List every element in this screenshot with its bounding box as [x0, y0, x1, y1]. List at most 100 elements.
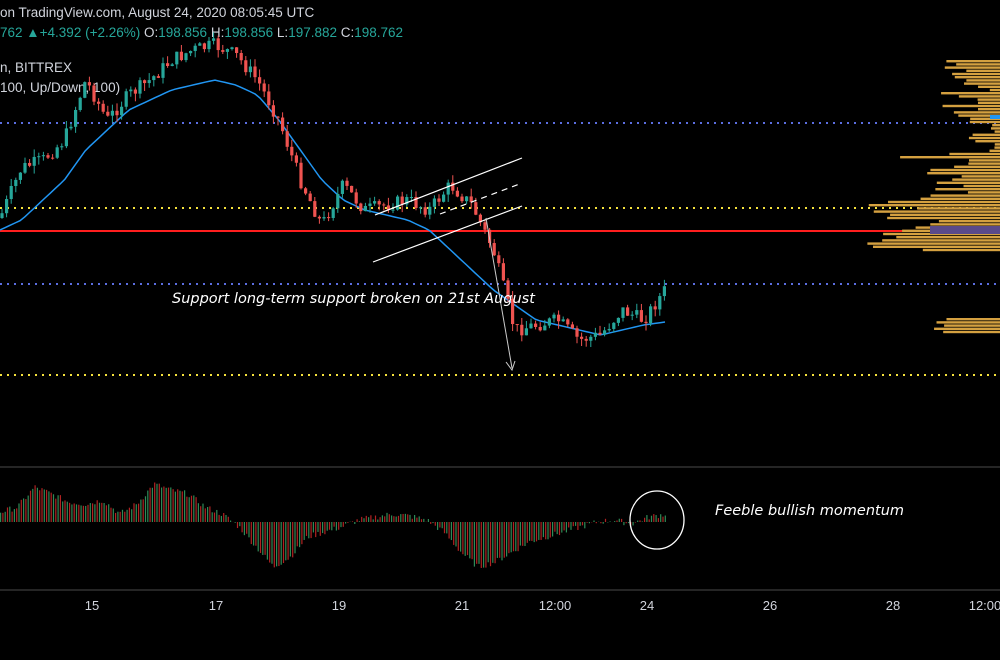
- candle-body: [635, 310, 639, 315]
- candle-body: [248, 66, 252, 73]
- candle-body: [561, 319, 565, 322]
- candle-body: [18, 172, 22, 180]
- candle-body: [478, 214, 482, 223]
- oscillator-bar: [25, 499, 27, 522]
- candle-body: [557, 314, 561, 322]
- volume-profile-bar: [989, 149, 1000, 152]
- volume-profile-bar: [966, 79, 1000, 82]
- volume-profile-bar: [968, 162, 1000, 165]
- candle-body: [345, 180, 349, 186]
- oscillator-bar: [595, 522, 597, 524]
- candle-body: [87, 82, 91, 86]
- candle-body: [465, 196, 469, 202]
- oscillator-bar: [411, 518, 413, 522]
- candle-body: [9, 185, 13, 200]
- candle-body: [336, 193, 340, 209]
- oscillator-bar: [365, 515, 367, 522]
- oscillator-bar: [391, 515, 393, 522]
- oscillator-bar: [18, 503, 20, 522]
- oscillator-bar: [202, 503, 204, 522]
- support-annotation: Support long-term support broken on 21st…: [172, 291, 536, 307]
- oscillator-bar: [294, 522, 296, 554]
- oscillator-bar: [648, 519, 650, 522]
- symbol-legend[interactable]: n, BITTREX: [0, 60, 73, 75]
- oscillator-bar: [450, 522, 452, 541]
- candle-body: [405, 197, 409, 205]
- oscillator-bar: [193, 495, 195, 522]
- oscillator-bar: [625, 522, 627, 524]
- x-tick-label: 17: [209, 598, 223, 613]
- oscillator-bar: [570, 522, 572, 530]
- candle-body: [506, 280, 510, 299]
- oscillator-bar: [112, 508, 114, 522]
- oscillator-bar: [379, 517, 381, 522]
- oscillator-bar: [73, 503, 75, 522]
- oscillator-bar: [453, 522, 455, 545]
- oscillator-bar: [492, 522, 494, 563]
- candle-body: [299, 162, 303, 189]
- oscillator-bar: [368, 517, 370, 522]
- oscillator-bar: [225, 514, 227, 522]
- oscillator-bar: [634, 522, 636, 523]
- volume-profile-bar: [935, 188, 1000, 191]
- oscillator-bar: [347, 522, 349, 523]
- oscillator-bar: [529, 522, 531, 541]
- oscillator-bar: [565, 522, 567, 533]
- volume-profile-bar: [920, 197, 1000, 200]
- oscillator-bar: [579, 522, 581, 526]
- oscillator-bar: [264, 522, 266, 555]
- oscillator-bar: [276, 522, 278, 567]
- oscillator-bar: [200, 506, 202, 522]
- oscillator-bar: [448, 522, 450, 539]
- high-value: 198.856: [224, 25, 274, 40]
- oscillator-bar: [250, 522, 252, 545]
- volume-profile-bar: [936, 321, 1000, 324]
- candle-body: [60, 146, 64, 148]
- open-value: 198.856: [158, 25, 208, 40]
- candle-body: [156, 76, 160, 78]
- x-tick-label: 15: [85, 598, 99, 613]
- oscillator-bar: [407, 514, 409, 522]
- volume-profile-bar: [977, 101, 1000, 104]
- oscillator-bar: [588, 522, 590, 524]
- oscillator-bar: [644, 517, 646, 522]
- oscillator-bar: [627, 522, 630, 524]
- candle-body: [235, 47, 239, 53]
- oscillator-bar: [331, 522, 333, 531]
- oscillator-histogram: [0, 482, 666, 568]
- oscillator-bar: [473, 522, 475, 567]
- oscillator-bar: [94, 504, 96, 522]
- candle-body: [74, 109, 78, 127]
- candle-body: [179, 51, 183, 61]
- oscillator-bar: [32, 488, 34, 522]
- candle-body: [409, 197, 413, 199]
- oscillator-bar: [161, 487, 163, 522]
- oscillator-bar: [602, 522, 604, 524]
- oscillator-bar: [140, 499, 142, 522]
- candle-body: [428, 206, 432, 215]
- candle-body: [400, 196, 404, 205]
- oscillator-bar: [460, 522, 462, 552]
- volume-profile-marker: [990, 115, 1000, 119]
- oscillator-bar: [170, 487, 172, 522]
- oscillator-bar: [2, 512, 4, 522]
- candle-body: [221, 50, 225, 52]
- breakdown-arrow-head: [505, 360, 516, 372]
- momentum-circle: [629, 490, 685, 550]
- oscillator-bar: [512, 522, 515, 552]
- oscillator-bar: [464, 522, 466, 556]
- volume-profile-bar: [954, 165, 1000, 168]
- oscillator-bar: [496, 522, 498, 558]
- oscillator-bar: [370, 515, 372, 522]
- oscillator-bar: [287, 522, 289, 560]
- oscillator-bar: [650, 515, 653, 522]
- candle-body: [386, 205, 390, 210]
- oscillator-bar: [282, 522, 285, 564]
- candle-body: [51, 157, 55, 159]
- candle-body: [474, 202, 478, 215]
- candle-body: [244, 60, 248, 73]
- candle-body: [285, 131, 289, 147]
- oscillator-bar: [393, 516, 395, 522]
- oscillator-bar: [575, 522, 577, 526]
